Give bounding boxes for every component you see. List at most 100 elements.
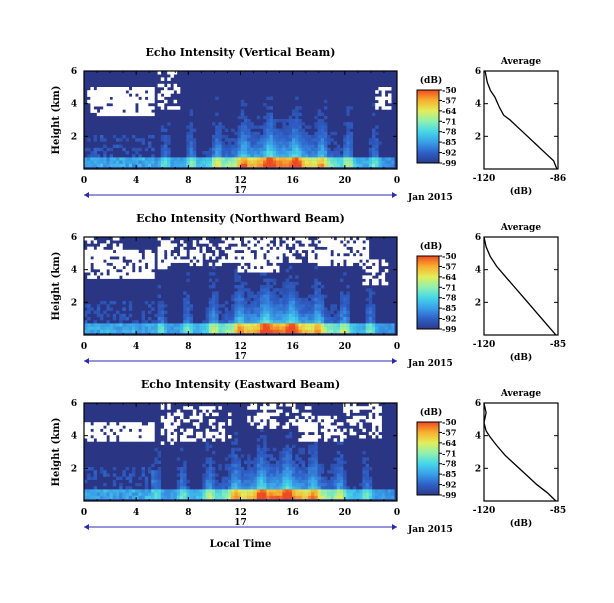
- missing-cell: [378, 422, 382, 426]
- heatmap-cell: [122, 147, 126, 152]
- heatmap-cell: [282, 131, 286, 136]
- missing-cell: [125, 249, 130, 254]
- missing-cell: [167, 259, 171, 263]
- heatmap-cell: [240, 281, 245, 286]
- heatmap-cell: [244, 329, 248, 334]
- heatmap-cell: [253, 460, 257, 464]
- heatmap-cell: [234, 326, 238, 330]
- heatmap-cell: [266, 454, 270, 458]
- heatmap-cell: [269, 476, 273, 480]
- missing-cell: [93, 425, 98, 429]
- heatmap-cell: [378, 329, 382, 334]
- heatmap-cell: [269, 151, 273, 155]
- heatmap-cell: [317, 489, 321, 493]
- heatmap-cell: [330, 131, 334, 136]
- heatmap-cell: [266, 320, 270, 324]
- heatmap-cell: [314, 460, 318, 464]
- missing-cell: [96, 256, 101, 260]
- missing-cell: [170, 415, 174, 420]
- heatmap-cell: [157, 323, 161, 327]
- heatmap-cell: [218, 486, 222, 490]
- missing-cell: [320, 249, 325, 254]
- heatmap-cell: [247, 147, 251, 152]
- heatmap-cell: [263, 438, 267, 442]
- heatmap-cell: [218, 135, 222, 139]
- heatmap-cell: [183, 463, 187, 468]
- heatmap-cell: [183, 323, 187, 327]
- missing-cell: [202, 406, 206, 410]
- heatmap-cell: [119, 157, 123, 161]
- heatmap-cell: [164, 489, 168, 493]
- missing-cell: [199, 259, 203, 263]
- heatmap-cell: [336, 476, 341, 480]
- heatmap-cell: [218, 489, 222, 493]
- heatmap-cell: [224, 307, 229, 311]
- heatmap-cell: [212, 157, 216, 161]
- heatmap-cell: [282, 317, 286, 321]
- heatmap-cell: [282, 329, 286, 334]
- heatmap-cell: [157, 304, 161, 308]
- heatmap-cell: [237, 163, 241, 168]
- missing-cell: [237, 269, 242, 273]
- heatmap-cell: [224, 154, 229, 158]
- heatmap-cell: [279, 476, 283, 480]
- heatmap-cell: [343, 144, 347, 148]
- heatmap-cell: [362, 489, 366, 493]
- heatmap-cell: [272, 131, 277, 136]
- missing-cell: [125, 265, 130, 270]
- heatmap-cell: [282, 119, 286, 123]
- heatmap-cell: [336, 163, 341, 168]
- heatmap-cell: [288, 291, 293, 295]
- missing-cell: [320, 415, 325, 420]
- heatmap-cell: [343, 489, 347, 493]
- heatmap-cell: [263, 272, 267, 276]
- heatmap-cell: [285, 291, 289, 295]
- heatmap-cell: [314, 115, 318, 120]
- heatmap-cell: [231, 447, 235, 452]
- heatmap-cell: [269, 492, 273, 496]
- missing-cell: [167, 93, 171, 97]
- heatmap-cell: [151, 489, 155, 493]
- missing-cell: [311, 422, 315, 426]
- heatmap-cell: [285, 495, 289, 500]
- missing-cell: [84, 253, 88, 257]
- heatmap-cell: [148, 144, 152, 148]
- heatmap-cell: [263, 278, 267, 282]
- heatmap-cell: [160, 125, 165, 129]
- heatmap-cell: [253, 141, 257, 145]
- missing-cell: [215, 262, 219, 267]
- heatmap-cell: [288, 451, 293, 455]
- heatmap-cell: [160, 317, 165, 321]
- heatmap-cell: [224, 479, 229, 484]
- heatmap-cell: [253, 310, 257, 314]
- heatmap-cell: [244, 486, 248, 490]
- heatmap-cell: [116, 326, 120, 330]
- heatmap-cell: [224, 489, 229, 493]
- missing-cell: [298, 237, 302, 241]
- heatmap-cell: [90, 489, 94, 493]
- heatmap-cell: [106, 492, 110, 496]
- missing-cell: [352, 415, 357, 420]
- missing-cell: [215, 249, 219, 254]
- heatmap-cell: [183, 470, 187, 474]
- missing-cell: [327, 435, 331, 439]
- heatmap-cell: [327, 329, 331, 334]
- heatmap-cell: [250, 154, 254, 158]
- heatmap-cell: [314, 454, 318, 458]
- missing-cell: [260, 269, 264, 273]
- heatmap-cell: [237, 486, 241, 490]
- heatmap-cell: [244, 476, 248, 480]
- colorbar-tick-label: -78: [442, 459, 457, 469]
- missing-cell: [372, 278, 376, 283]
- missing-cell: [116, 428, 120, 433]
- missing-cell: [311, 259, 315, 263]
- missing-cell: [170, 74, 174, 78]
- heatmap-cell: [112, 163, 117, 168]
- heatmap-cell: [186, 307, 190, 311]
- heatmap-cell: [189, 326, 193, 330]
- x-tick-label: 16: [286, 176, 299, 186]
- heatmap-cell: [272, 125, 277, 129]
- heatmap-cell: [266, 157, 270, 161]
- missing-cell: [170, 435, 174, 439]
- missing-cell: [93, 259, 98, 263]
